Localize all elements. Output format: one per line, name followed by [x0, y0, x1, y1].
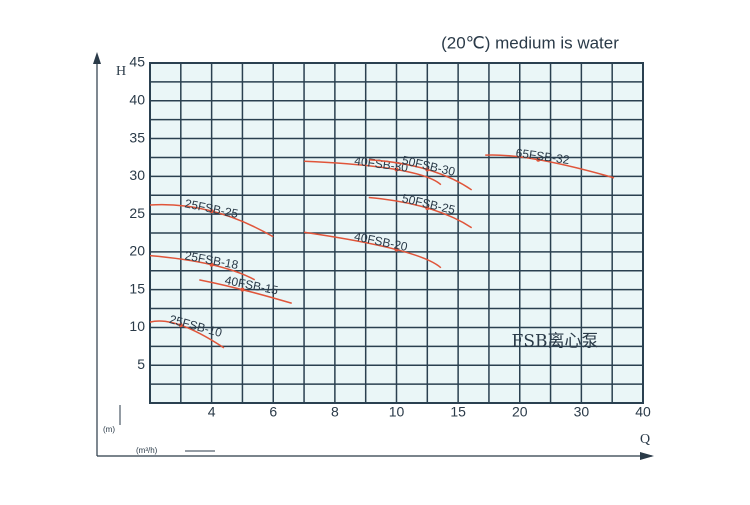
x-tick-label: 30: [574, 404, 590, 420]
curve-point: [394, 247, 399, 252]
x-tick-label: 6: [269, 404, 277, 420]
curve-point: [209, 209, 214, 214]
x-tick-label: 4: [208, 404, 216, 420]
curve-point: [425, 167, 430, 172]
x-tick-label: 40: [635, 404, 651, 420]
curve-point: [425, 206, 430, 211]
x-tick-label: 20: [512, 404, 528, 420]
y-tick-label: 15: [129, 280, 145, 296]
y-tick-label: 5: [137, 356, 145, 372]
x-unit: (m³/h): [136, 446, 158, 455]
x-tick-label: 15: [450, 404, 466, 420]
annotation: FSB离心泵: [512, 332, 599, 352]
y-tick-label: 45: [129, 54, 145, 70]
chart-title: (20℃) medium is water: [441, 33, 619, 52]
y-tick-label: 35: [129, 129, 145, 145]
x-axis-label: Q: [640, 432, 650, 447]
y-arrow: [93, 52, 101, 64]
y-tick-label: 20: [129, 243, 145, 259]
x-tick-label: 8: [331, 404, 339, 420]
x-arrow: [640, 452, 654, 460]
y-tick-label: 40: [129, 91, 145, 107]
curve-point: [536, 157, 541, 162]
curve-point: [209, 262, 214, 267]
curve-point: [178, 323, 183, 328]
y-axis-label: H: [116, 64, 126, 79]
curve-point: [394, 167, 399, 172]
y-tick-label: 30: [129, 167, 145, 183]
x-tick-label: 10: [389, 404, 405, 420]
y-tick-label: 25: [129, 205, 145, 221]
curve-point: [240, 287, 245, 292]
y-unit: (m): [103, 425, 115, 434]
y-tick-label: 10: [129, 318, 145, 334]
